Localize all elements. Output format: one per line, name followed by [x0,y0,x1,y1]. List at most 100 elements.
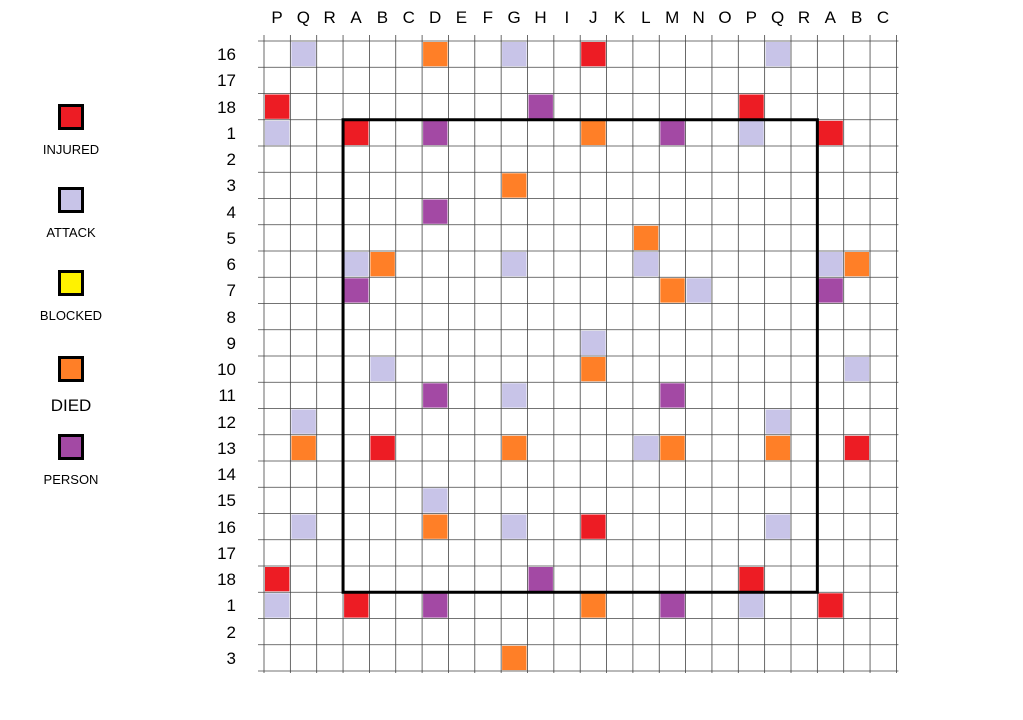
cell-person [528,567,553,592]
cell-attack [633,435,659,461]
column-label: M [665,8,680,27]
column-label: C [402,8,415,27]
row-label: 17 [217,543,236,563]
row-label: 3 [226,648,236,668]
cell-injured [344,593,369,618]
cell-attack [291,42,316,67]
row-label: 4 [226,202,236,222]
column-label: C [876,8,890,27]
cell-person [660,120,685,146]
row-label: 5 [226,228,236,248]
cell-person [423,199,448,224]
column-label: H [534,8,547,27]
cell-attack [844,357,870,382]
row-label: 2 [226,150,236,169]
cell-injured [265,94,290,119]
cell-injured [739,567,764,592]
row-label: 14 [217,465,236,484]
highlighted-region-border [341,118,819,594]
cell-injured [370,435,395,461]
cell-died [844,252,870,277]
row-label: 1 [226,123,236,143]
cell-injured [581,514,606,539]
row-label: 9 [226,333,236,353]
cell-injured [818,120,843,146]
legend-label: DIED [50,396,92,415]
row-label: 1 [226,596,236,616]
cell-injured [581,42,606,67]
cell-attack [765,514,791,539]
column-label: A [350,8,362,27]
cell-person [344,278,369,303]
cell-person [423,593,448,618]
cell-person [423,120,448,146]
row-label: 7 [226,281,236,301]
column-label: R [797,8,811,27]
cell-died [581,120,606,146]
column-label: B [851,8,863,27]
cell-attack [370,357,395,382]
legend-label: BLOCKED [39,308,103,323]
column-label: R [323,8,336,27]
legend-item-injured: INJURED [36,104,106,157]
cell-attack [502,383,527,408]
legend-label: ATTACK [46,225,96,240]
row-label: 10 [217,360,236,379]
column-label: O [718,8,732,27]
cell-injured [844,435,870,461]
cell-attack [686,278,711,303]
cell-attack [765,42,791,67]
row-label: 2 [226,622,236,642]
cell-attack [581,330,606,356]
legend-item-person: PERSON [36,434,106,487]
row-label: 13 [217,438,236,458]
cell-died [370,252,395,277]
row-label: 16 [217,45,236,64]
cell-attack [739,120,764,146]
cell-attack [291,514,316,539]
row-label: 12 [217,412,236,432]
column-label: J [588,8,598,27]
cell-attack [265,120,290,146]
injured-swatch [58,104,84,130]
column-label: P [745,8,757,27]
cell-died [502,173,527,198]
column-label: Q [296,8,310,27]
person-swatch [58,434,84,460]
cell-attack [633,252,659,277]
row-label: 3 [226,176,236,196]
cell-attack [818,252,843,277]
column-label: D [428,8,442,27]
column-label: L [641,8,651,27]
cell-injured [739,94,764,119]
cell-injured [818,593,843,618]
row-label: 11 [218,386,236,406]
cell-attack [344,252,369,277]
cell-attack [502,42,527,67]
blocked-swatch [58,270,84,296]
row-label: 18 [217,97,236,117]
column-label: G [507,8,521,27]
row-label: 18 [217,570,236,589]
died-swatch [58,356,84,382]
cell-died [633,225,659,251]
column-label: E [455,8,468,27]
row-label: 6 [226,255,236,274]
cell-attack [502,252,527,277]
cell-attack [423,488,448,513]
cell-died [291,435,316,461]
cell-person [660,593,685,618]
column-label: K [613,8,626,27]
column-label: N [692,8,705,27]
cell-person [423,383,448,408]
column-label: I [564,8,570,27]
row-label: 17 [217,71,236,91]
cell-attack [739,593,764,618]
cell-person [660,383,685,408]
cell-attack [765,409,791,434]
legend-label: INJURED [42,142,100,157]
cell-died [502,435,527,461]
column-label: P [271,8,283,27]
